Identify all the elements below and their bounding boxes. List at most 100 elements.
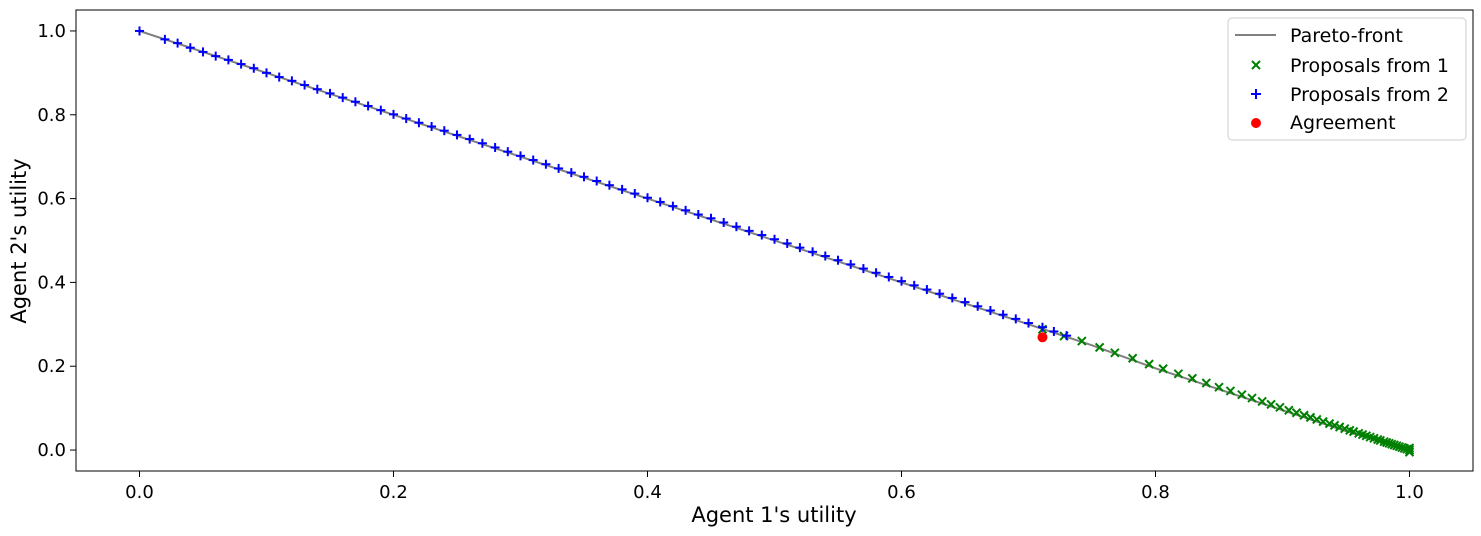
proposal-2-point <box>947 293 957 303</box>
proposal-1-point <box>1237 390 1247 400</box>
proposal-1-point <box>1299 410 1309 420</box>
proposal-2-point <box>820 251 830 261</box>
proposal-2-point <box>185 43 195 53</box>
proposal-1-point <box>1384 438 1394 449</box>
y-tick-label: 0.8 <box>37 105 66 126</box>
y-tick-label: 0.6 <box>37 189 66 210</box>
proposal-1-point <box>1144 359 1154 369</box>
proposal-2-point <box>681 205 691 215</box>
proposal-2-point <box>566 168 576 178</box>
proposal-2-point <box>871 268 881 278</box>
proposal-1-point <box>1266 399 1276 410</box>
proposal-2-point <box>909 280 919 290</box>
proposal-2-point <box>287 76 297 86</box>
proposal-2-point <box>414 118 424 128</box>
proposal-2-point <box>249 63 259 73</box>
proposal-2-point <box>1037 322 1047 332</box>
y-tick-label: 0.0 <box>37 440 66 461</box>
legend-label-proposals-2: Proposals from 2 <box>1290 84 1449 106</box>
proposal-1-point <box>1257 396 1267 407</box>
x-tick-label: 0.6 <box>887 482 916 503</box>
proposal-2-point <box>1062 331 1072 341</box>
proposal-1-point <box>1225 386 1236 396</box>
proposal-1-point <box>1394 441 1405 452</box>
agreement-point <box>1037 332 1048 343</box>
proposal-2-point <box>744 226 754 236</box>
proposal-2-point <box>922 285 932 295</box>
proposal-1-point <box>1397 442 1407 453</box>
proposal-2-point <box>579 172 589 182</box>
proposal-1-point <box>1077 336 1087 346</box>
legend-dot-marker <box>1251 118 1261 128</box>
proposal-1-point <box>1312 414 1322 425</box>
proposal-2-point <box>770 234 779 244</box>
proposal-2-point <box>465 134 475 144</box>
proposal-1-point <box>1329 420 1340 431</box>
proposal-2-point <box>503 147 513 157</box>
proposal-2-point <box>452 130 462 140</box>
proposal-1-point <box>1305 412 1316 423</box>
proposal-2-point <box>211 51 221 61</box>
proposal-2-point <box>655 197 665 207</box>
axes-frame <box>75 9 1474 472</box>
proposal-1-point <box>1334 422 1345 432</box>
proposal-1-point <box>1340 423 1350 434</box>
proposal-2-point <box>782 238 792 248</box>
proposal-2-point <box>198 47 208 57</box>
proposal-2-point <box>223 55 233 65</box>
proposal-2-point <box>795 243 805 253</box>
pareto-front-line <box>139 30 1410 451</box>
proposal-2-point <box>731 222 741 232</box>
proposal-2-point <box>363 101 373 111</box>
proposal-1-point <box>1214 382 1224 392</box>
proposal-1-point <box>1379 436 1389 447</box>
proposal-2-point <box>350 97 360 107</box>
proposal-2-point <box>617 184 627 194</box>
x-tick-label: 0.0 <box>125 482 154 503</box>
proposal-2-point <box>833 255 843 265</box>
proposal-2-point <box>693 210 703 220</box>
proposal-2-point <box>477 138 487 148</box>
proposal-1-point <box>1158 364 1168 374</box>
x-axis: 0.0 0.2 0.4 0.6 0.8 1.0 <box>125 471 1424 503</box>
proposal-2-point <box>643 193 652 203</box>
proposal-2-point <box>985 305 995 315</box>
proposal-2-point <box>858 264 868 274</box>
x-tick-label: 0.8 <box>1141 482 1170 503</box>
x-tick-label: 1.0 <box>1395 482 1424 503</box>
proposal-2-point <box>312 84 322 94</box>
proposal-1-point <box>1173 369 1184 379</box>
proposal-1-point <box>1387 439 1397 449</box>
proposal-2-point <box>541 159 551 169</box>
y-axis-label: Agent 2's utility <box>7 158 31 323</box>
proposal-2-point <box>401 114 411 124</box>
proposal-2-point <box>757 230 767 240</box>
legend-label-agreement: Agreement <box>1290 112 1396 134</box>
proposal-1-point <box>1127 353 1138 363</box>
proposal-1-point <box>1318 416 1328 427</box>
plot-area <box>135 26 1415 457</box>
y-tick-label: 1.0 <box>37 21 66 42</box>
legend-plus-marker <box>1251 89 1261 99</box>
proposal-2-point <box>274 72 284 82</box>
proposal-1-point <box>1389 440 1399 450</box>
x-axis-label: Agent 1's utility <box>691 503 856 527</box>
proposal-1-point <box>1324 418 1335 429</box>
proposal-2-point <box>325 88 335 98</box>
proposal-2-point <box>706 213 716 223</box>
proposal-2-point <box>998 310 1008 320</box>
proposal-1-point <box>1094 342 1105 353</box>
proposal-2-point <box>427 122 437 132</box>
y-axis: 0.0 0.2 0.4 0.6 0.8 1.0 <box>37 21 76 461</box>
proposal-2-point <box>884 272 894 282</box>
proposal-2-point <box>173 38 183 48</box>
proposal-1-point <box>1110 348 1120 358</box>
proposal-1-point <box>1381 437 1392 448</box>
proposal-1-point <box>1187 373 1198 384</box>
y-tick-label: 0.4 <box>37 272 66 293</box>
proposal-1-point <box>1291 408 1302 418</box>
proposal-2-point <box>1011 314 1021 324</box>
proposal-2-point <box>516 151 525 161</box>
proposal-2-point <box>262 68 271 78</box>
